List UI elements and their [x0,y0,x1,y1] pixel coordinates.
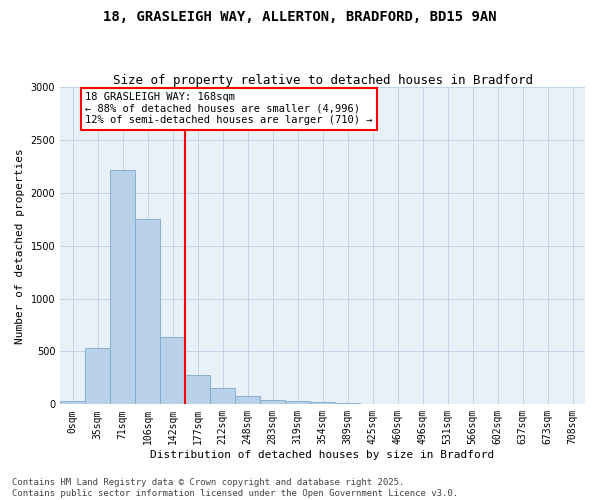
Bar [210,388,235,404]
Y-axis label: Number of detached properties: Number of detached properties [15,148,25,344]
Bar [310,402,335,404]
X-axis label: Distribution of detached houses by size in Bradford: Distribution of detached houses by size … [151,450,495,460]
Bar [285,401,310,404]
Title: Size of property relative to detached houses in Bradford: Size of property relative to detached ho… [113,74,533,87]
Bar [110,170,135,404]
Text: Contains HM Land Registry data © Crown copyright and database right 2025.
Contai: Contains HM Land Registry data © Crown c… [12,478,458,498]
Bar [60,401,85,404]
Bar [235,396,260,404]
Bar [85,348,110,405]
Bar [135,219,160,404]
Text: 18, GRASLEIGH WAY, ALLERTON, BRADFORD, BD15 9AN: 18, GRASLEIGH WAY, ALLERTON, BRADFORD, B… [103,10,497,24]
Bar [185,374,210,404]
Bar [260,400,285,404]
Text: 18 GRASLEIGH WAY: 168sqm
← 88% of detached houses are smaller (4,996)
12% of sem: 18 GRASLEIGH WAY: 168sqm ← 88% of detach… [85,92,373,126]
Bar [160,336,185,404]
